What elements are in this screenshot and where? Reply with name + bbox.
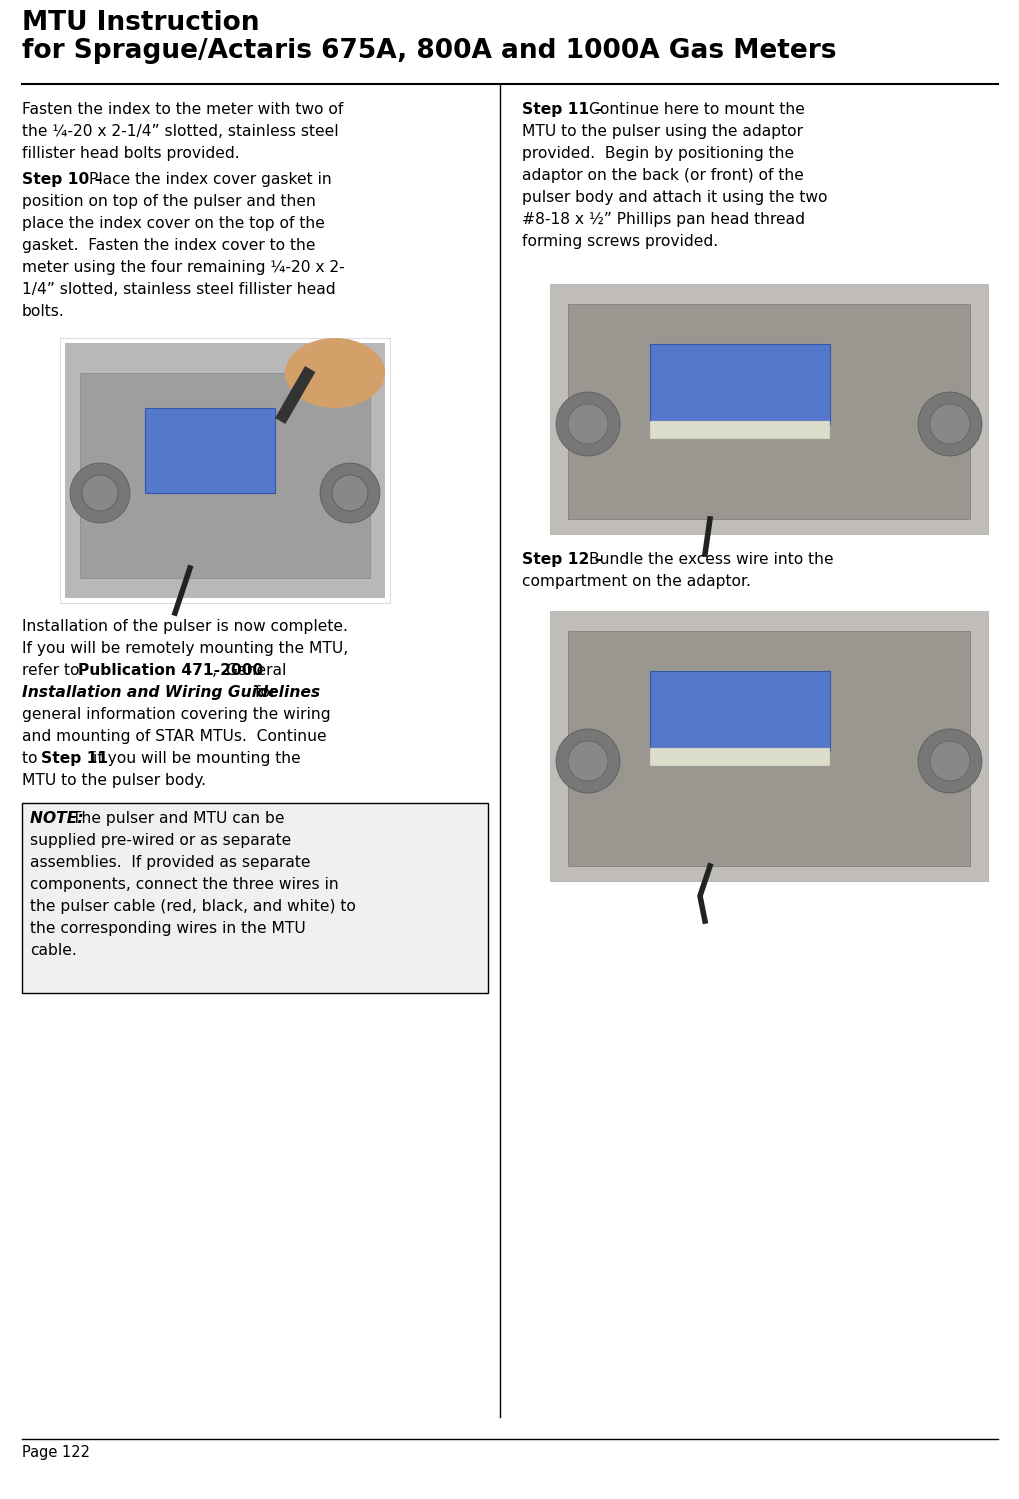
Text: cable.: cable. — [30, 943, 76, 958]
Text: the pulser cable (red, black, and white) to: the pulser cable (red, black, and white)… — [30, 899, 356, 914]
Text: Step 10 –: Step 10 – — [22, 172, 108, 187]
Text: assemblies.  If provided as separate: assemblies. If provided as separate — [30, 854, 310, 869]
Text: Step 11 –: Step 11 – — [522, 102, 607, 117]
Bar — [65, 343, 384, 598]
Bar — [549, 283, 987, 534]
Text: If you will be remotely mounting the MTU,: If you will be remotely mounting the MTU… — [22, 642, 347, 657]
Text: if you will be mounting the: if you will be mounting the — [88, 751, 301, 766]
Text: position on top of the pulser and then: position on top of the pulser and then — [22, 193, 316, 208]
Text: #8-18 x ½” Phillips pan head thread: #8-18 x ½” Phillips pan head thread — [522, 211, 804, 226]
Circle shape — [82, 475, 118, 511]
Text: gasket.  Fasten the index cover to the: gasket. Fasten the index cover to the — [22, 238, 315, 253]
Circle shape — [555, 393, 620, 456]
Circle shape — [929, 741, 969, 781]
Ellipse shape — [284, 337, 384, 408]
Circle shape — [331, 475, 368, 511]
Text: the corresponding wires in the MTU: the corresponding wires in the MTU — [30, 920, 306, 935]
Text: MTU Instruction: MTU Instruction — [22, 10, 259, 36]
Circle shape — [568, 741, 607, 781]
Text: and mounting of STAR MTUs.  Continue: and mounting of STAR MTUs. Continue — [22, 729, 326, 744]
Text: The pulser and MTU can be: The pulser and MTU can be — [72, 811, 284, 826]
Text: MTU to the pulser using the adaptor: MTU to the pulser using the adaptor — [522, 124, 802, 139]
Circle shape — [568, 405, 607, 444]
Text: meter using the four remaining ¼-20 x 2-: meter using the four remaining ¼-20 x 2- — [22, 259, 344, 274]
Text: Fasten the index to the meter with two of: Fasten the index to the meter with two o… — [22, 102, 343, 117]
Bar — [22, 803, 487, 992]
Text: General: General — [224, 663, 285, 678]
Bar — [145, 408, 275, 493]
Text: the ¼-20 x 2-1/4” slotted, stainless steel: the ¼-20 x 2-1/4” slotted, stainless ste… — [22, 124, 338, 139]
Bar — [79, 373, 370, 579]
Text: 1/4” slotted, stainless steel fillister head: 1/4” slotted, stainless steel fillister … — [22, 282, 335, 297]
Text: supplied pre-wired or as separate: supplied pre-wired or as separate — [30, 833, 291, 848]
Bar — [649, 748, 829, 766]
Text: compartment on the adaptor.: compartment on the adaptor. — [522, 574, 750, 589]
Bar — [60, 337, 389, 603]
Bar — [549, 612, 987, 881]
Bar — [568, 304, 969, 519]
Bar — [568, 631, 969, 866]
Text: Bundle the excess wire into the: Bundle the excess wire into the — [589, 552, 833, 567]
Bar — [649, 672, 829, 751]
Text: adaptor on the back (or front) of the: adaptor on the back (or front) of the — [522, 168, 803, 183]
Text: NOTE:: NOTE: — [30, 811, 89, 826]
Circle shape — [929, 405, 969, 444]
Text: fillister head bolts provided.: fillister head bolts provided. — [22, 145, 239, 160]
Text: general information covering the wiring: general information covering the wiring — [22, 708, 330, 723]
Text: place the index cover on the top of the: place the index cover on the top of the — [22, 216, 325, 231]
Text: for: for — [250, 685, 276, 700]
Text: Installation and Wiring Guidelines: Installation and Wiring Guidelines — [22, 685, 320, 700]
Circle shape — [70, 463, 129, 523]
Text: Step 11: Step 11 — [41, 751, 108, 766]
Circle shape — [320, 463, 380, 523]
Bar — [275, 366, 315, 424]
Bar — [649, 421, 829, 439]
Text: refer to: refer to — [22, 663, 85, 678]
Text: bolts.: bolts. — [22, 304, 64, 319]
Circle shape — [555, 729, 620, 793]
Text: to: to — [22, 751, 43, 766]
Text: Publication 471-2000: Publication 471-2000 — [77, 663, 263, 678]
Text: MTU to the pulser body.: MTU to the pulser body. — [22, 773, 206, 788]
Text: ,: , — [212, 663, 222, 678]
Text: Continue here to mount the: Continue here to mount the — [589, 102, 804, 117]
Text: Step 12 –: Step 12 – — [522, 552, 607, 567]
Text: Place the index cover gasket in: Place the index cover gasket in — [89, 172, 331, 187]
Circle shape — [917, 393, 981, 456]
Text: provided.  Begin by positioning the: provided. Begin by positioning the — [522, 145, 794, 160]
Bar — [649, 343, 829, 424]
Text: pulser body and attach it using the two: pulser body and attach it using the two — [522, 190, 826, 205]
Text: forming screws provided.: forming screws provided. — [522, 234, 717, 249]
Text: components, connect the three wires in: components, connect the three wires in — [30, 877, 338, 892]
Text: for Sprague/Actaris 675A, 800A and 1000A Gas Meters: for Sprague/Actaris 675A, 800A and 1000A… — [22, 37, 836, 64]
Text: Installation of the pulser is now complete.: Installation of the pulser is now comple… — [22, 619, 347, 634]
Circle shape — [917, 729, 981, 793]
Text: Page 122: Page 122 — [22, 1445, 90, 1460]
